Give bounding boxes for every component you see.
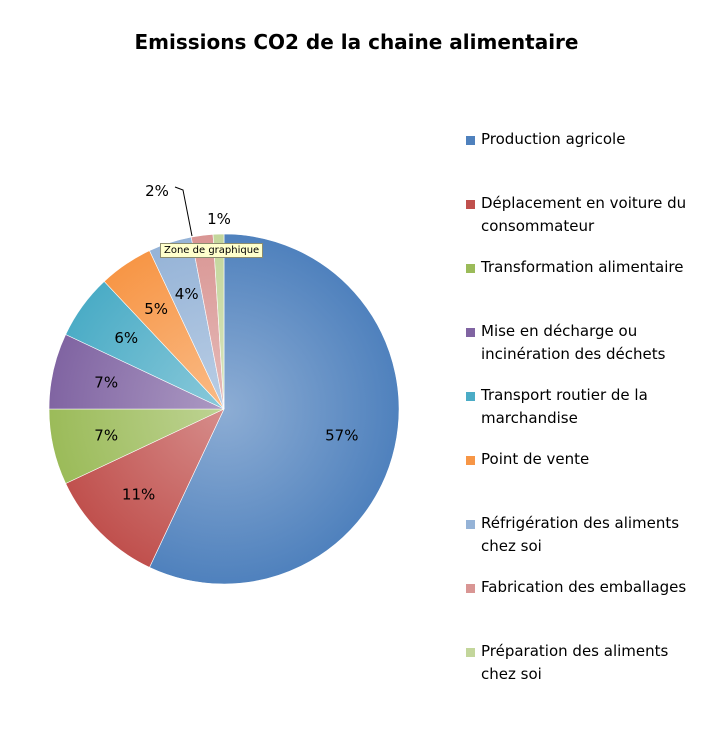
legend-item: Mise en décharge ou incinération des déc… bbox=[466, 320, 706, 366]
legend-item: Réfrigération des aliments chez soi bbox=[466, 512, 706, 558]
legend-label: Mise en décharge ou incinération des déc… bbox=[481, 322, 666, 363]
legend-label: Production agricole bbox=[481, 130, 626, 148]
legend-item: Transformation alimentaire bbox=[466, 256, 706, 279]
slice-data-label: 5% bbox=[144, 300, 168, 318]
legend-swatch bbox=[466, 328, 475, 337]
legend-label: Transport routier de la marchandise bbox=[481, 386, 648, 427]
legend-label: Préparation des aliments chez soi bbox=[481, 642, 669, 683]
legend-label: Point de vente bbox=[481, 450, 590, 468]
slice-data-label: 7% bbox=[94, 426, 118, 444]
legend-swatch bbox=[466, 584, 475, 593]
legend-swatch bbox=[466, 264, 475, 273]
slice-data-label: 1% bbox=[207, 210, 231, 228]
pie-slice[interactable] bbox=[65, 408, 225, 568]
pie-slice[interactable] bbox=[149, 233, 400, 585]
chart-title: Emissions CO2 de la chaine alimentaire bbox=[134, 30, 579, 54]
legend-item: Préparation des aliments chez soi bbox=[466, 640, 706, 686]
legend-label: Déplacement en voiture du consommateur bbox=[481, 194, 687, 235]
legend-swatch bbox=[466, 200, 475, 209]
slice-data-label: 11% bbox=[122, 485, 155, 503]
legend-item: Transport routier de la marchandise bbox=[466, 384, 706, 430]
slice-data-label: 7% bbox=[94, 374, 118, 392]
legend-item: Déplacement en voiture du consommateur bbox=[466, 192, 706, 238]
legend-swatch bbox=[466, 136, 475, 145]
chart-area-tooltip: Zone de graphique bbox=[160, 243, 264, 258]
pie-slice[interactable] bbox=[212, 233, 225, 410]
slice-data-label: 6% bbox=[114, 329, 138, 347]
leader-line bbox=[174, 186, 193, 237]
legend-item: Point de vente bbox=[466, 448, 706, 471]
legend-item: Fabrication des emballages bbox=[466, 576, 706, 599]
legend-swatch bbox=[466, 648, 475, 657]
legend-item: Production agricole bbox=[466, 128, 706, 151]
slice-data-label: 4% bbox=[175, 285, 199, 303]
legend-swatch bbox=[466, 392, 475, 401]
slice-data-label: 57% bbox=[325, 426, 358, 444]
legend-swatch bbox=[466, 520, 475, 529]
legend-label: Fabrication des emballages bbox=[481, 578, 687, 596]
legend-label: Transformation alimentaire bbox=[481, 258, 684, 276]
slice-data-label: 2% bbox=[145, 182, 169, 200]
legend-swatch bbox=[466, 456, 475, 465]
legend-label: Réfrigération des aliments chez soi bbox=[481, 514, 680, 555]
